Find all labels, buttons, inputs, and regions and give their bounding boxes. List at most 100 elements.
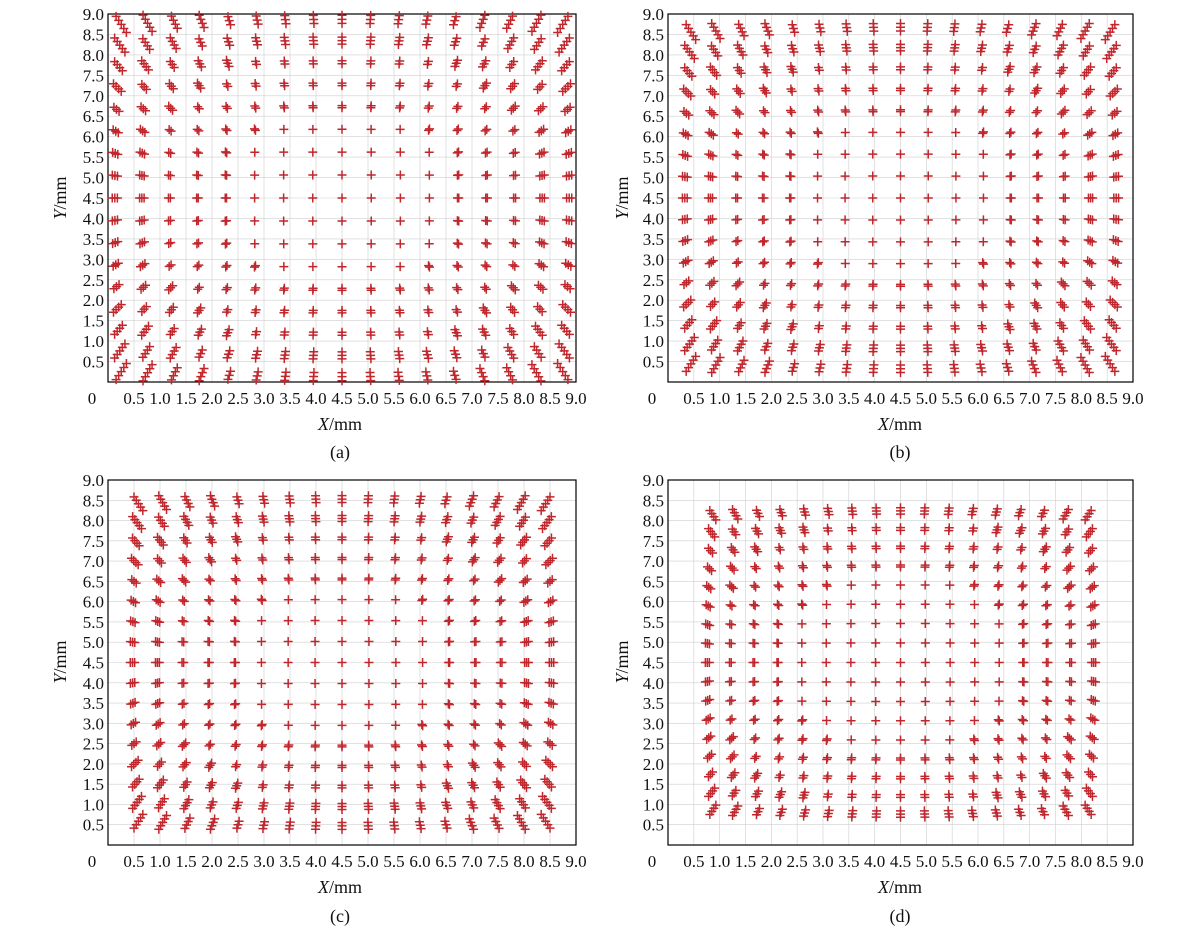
data-point-marker [566, 147, 576, 157]
data-point-marker [707, 41, 717, 51]
data-point-marker [1088, 193, 1098, 203]
data-point-marker [868, 149, 878, 159]
data-point-marker [153, 596, 163, 606]
data-point-marker [128, 533, 138, 543]
data-point-marker [821, 619, 831, 629]
data-point-marker [751, 523, 761, 533]
data-point-marker [337, 170, 347, 180]
data-point-marker [868, 259, 878, 269]
data-point-marker [506, 15, 516, 25]
data-point-marker [151, 678, 161, 688]
data-point-marker [137, 238, 147, 248]
y-tick-label: 7.5 [643, 66, 664, 85]
data-point-marker [945, 541, 955, 551]
data-point-marker [424, 216, 434, 226]
x-tick-label: 6.5 [435, 389, 456, 408]
data-point-marker [727, 524, 737, 534]
data-point-marker [703, 714, 713, 724]
data-point-marker [681, 300, 691, 310]
data-point-marker [847, 503, 857, 513]
data-point-marker [537, 307, 547, 317]
data-point-marker [395, 193, 405, 203]
data-point-marker [969, 560, 979, 570]
data-point-marker [310, 699, 320, 709]
data-point-marker [1084, 19, 1094, 29]
data-point-marker [1082, 22, 1092, 32]
data-point-marker [871, 677, 881, 687]
data-point-marker [108, 125, 118, 135]
data-point-marker [775, 752, 785, 762]
data-point-marker [871, 638, 881, 648]
data-point-marker [423, 11, 433, 21]
data-point-marker [1084, 367, 1094, 377]
data-point-marker [565, 102, 575, 112]
data-point-marker [896, 171, 905, 181]
data-point-marker [821, 735, 831, 745]
data-point-marker [177, 574, 187, 584]
data-point-marker [1065, 561, 1075, 571]
data-point-marker [252, 371, 262, 381]
data-point-marker [772, 658, 782, 667]
data-point-marker [179, 804, 189, 814]
data-point-marker [679, 106, 689, 116]
data-point-marker [391, 616, 401, 626]
data-point-marker [539, 193, 549, 203]
data-point-marker [443, 616, 453, 626]
data-point-marker [733, 279, 743, 289]
data-point-marker [758, 237, 768, 247]
data-point-marker [1065, 772, 1075, 782]
data-point-marker [1113, 237, 1123, 247]
data-point-marker [337, 285, 347, 295]
data-point-marker [1058, 107, 1068, 117]
data-point-marker [279, 101, 289, 111]
data-point-marker [1108, 151, 1118, 161]
data-point-marker [497, 678, 507, 688]
data-point-marker [110, 57, 120, 67]
data-point-marker [751, 733, 761, 743]
x-tick-label: 5.0 [357, 389, 378, 408]
data-point-marker [442, 760, 452, 770]
data-point-marker [1003, 24, 1013, 34]
data-point-marker [821, 658, 831, 667]
data-point-marker [203, 637, 213, 646]
data-point-marker [544, 697, 554, 707]
data-point-marker [1086, 546, 1096, 556]
data-point-marker [871, 792, 881, 802]
data-point-marker [395, 124, 405, 134]
data-point-marker [337, 616, 347, 626]
data-point-marker [222, 260, 232, 270]
data-point-marker [969, 773, 979, 783]
data-point-marker [951, 303, 961, 313]
data-point-marker [422, 15, 432, 25]
data-point-marker [1005, 325, 1015, 335]
data-point-marker [469, 760, 479, 770]
data-point-marker [250, 124, 260, 134]
data-point-marker [548, 616, 558, 626]
data-point-marker [726, 772, 736, 782]
data-point-marker [704, 259, 714, 269]
data-point-marker [154, 824, 164, 834]
data-point-marker [1088, 215, 1098, 225]
data-point-marker [452, 307, 462, 317]
data-point-marker [786, 236, 796, 246]
data-point-marker [993, 542, 1003, 552]
data-point-marker [536, 352, 546, 362]
data-point-marker [475, 364, 485, 374]
data-point-marker [1019, 638, 1029, 648]
data-point-marker [945, 755, 955, 765]
data-point-marker [283, 762, 293, 772]
data-point-marker [708, 87, 718, 97]
y-tick-label: 6.5 [83, 107, 104, 126]
data-point-marker [1060, 258, 1070, 268]
data-point-marker [1005, 150, 1015, 160]
data-point-marker [868, 39, 878, 49]
data-point-marker [868, 347, 878, 357]
data-point-marker [107, 170, 117, 180]
data-point-marker [708, 151, 718, 161]
data-point-marker [308, 239, 318, 249]
data-point-marker [945, 599, 955, 609]
data-point-marker [128, 512, 138, 522]
data-point-marker [773, 580, 783, 590]
data-point-marker [196, 14, 206, 24]
data-point-marker [541, 560, 551, 570]
